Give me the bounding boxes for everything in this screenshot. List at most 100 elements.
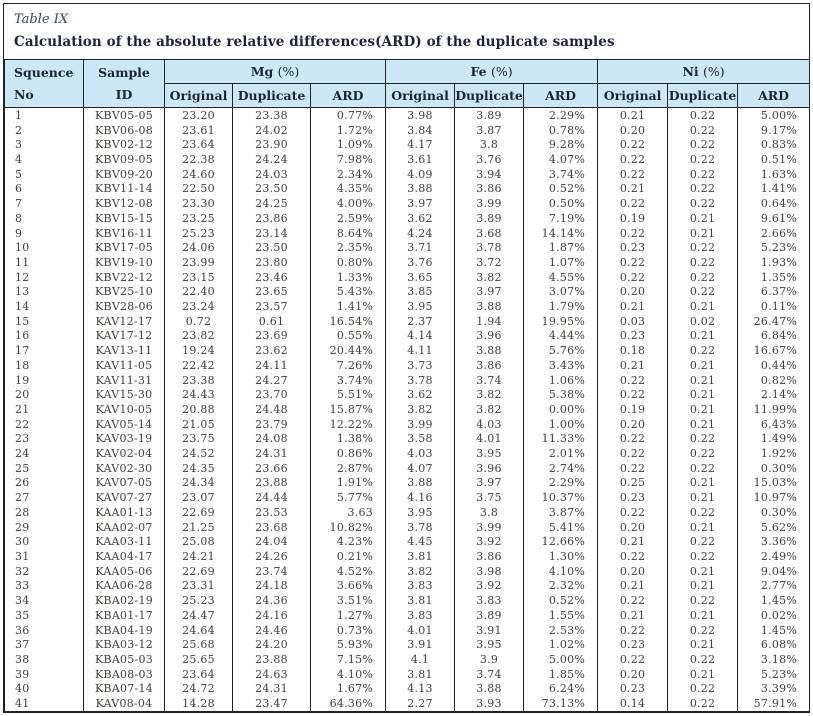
table-row: 11 KBV19-10 23.99 23.80 0.80% 3.76 3.72 1.07% 0.… — [4, 255, 811, 270]
cell-ni-original: 0.22 — [597, 152, 669, 167]
cell-sequence-no: 4 — [4, 152, 84, 167]
table-row: 23 KAV03-19 23.75 24.08 1.38% 3.58 4.01 11.33% 0… — [4, 431, 811, 447]
cell-fe-duplicate: 3.89 — [454, 107, 525, 123]
table-row: 38 KBA05-03 25.65 23.88 7.15% 4.1 3.9 5.00% 0.22… — [4, 652, 811, 667]
cell-fe-duplicate: 3.88 — [454, 343, 525, 359]
cell-sequence-no: 39 — [4, 666, 84, 682]
cell-mg-ard: 5.93% — [309, 637, 387, 653]
cell-sequence-no: 23 — [4, 431, 84, 447]
cell-sequence-no: 10 — [4, 240, 84, 256]
cell-ni-duplicate: 0.22 — [667, 534, 739, 550]
cell-fe-duplicate: 3.99 — [454, 519, 525, 535]
cell-ni-original: 0.21 — [597, 607, 669, 623]
cell-fe-original: 4.09 — [385, 166, 456, 182]
cell-fe-duplicate: 3.89 — [454, 210, 525, 226]
cell-sample-id: KBV15-15 — [83, 210, 165, 226]
cell-ni-duplicate: 0.21 — [667, 607, 739, 623]
cell-ni-original: 0.20 — [597, 122, 669, 138]
cell-ni-ard: 0.44% — [737, 358, 811, 373]
cell-fe-ard: 2.32% — [523, 578, 599, 594]
cell-mg-duplicate: 24.26 — [232, 549, 311, 564]
cell-ni-original: 0.22 — [597, 549, 669, 564]
cell-ni-original: 0.25 — [597, 475, 669, 491]
cell-mg-duplicate: 24.46 — [232, 622, 311, 638]
cell-fe-original: 3.83 — [385, 607, 456, 623]
cell-mg-original: 24.06 — [164, 240, 233, 256]
header-group-ni: Ni (%) — [597, 59, 811, 84]
cell-sample-id: KAV02-04 — [83, 446, 165, 461]
cell-mg-original: 23.75 — [164, 431, 233, 447]
cell-mg-ard: 0.77% — [309, 107, 387, 123]
cell-sample-id: KAA03-11 — [83, 534, 165, 550]
cell-ni-original: 0.20 — [597, 666, 669, 682]
cell-sample-id: KAV07-27 — [83, 490, 165, 506]
cell-sample-id: KBA01-17 — [83, 607, 165, 623]
cell-fe-original: 2.37 — [385, 313, 456, 329]
cell-ni-duplicate: 0.22 — [667, 255, 739, 270]
cell-mg-duplicate: 24.63 — [232, 666, 311, 682]
cell-ni-duplicate: 0.21 — [667, 328, 739, 344]
cell-ni-original: 0.21 — [597, 358, 669, 373]
cell-mg-duplicate: 23.38 — [232, 107, 311, 123]
cell-mg-original: 23.15 — [164, 269, 233, 285]
cell-mg-original: 25.68 — [164, 637, 233, 653]
cell-ni-duplicate: 0.22 — [667, 446, 739, 461]
cell-mg-duplicate: 23.80 — [232, 255, 311, 270]
cell-ni-original: 0.14 — [597, 696, 669, 713]
cell-fe-ard: 3.74% — [523, 166, 599, 182]
cell-fe-original: 4.1 — [385, 652, 456, 667]
cell-mg-duplicate: 23.14 — [232, 225, 311, 241]
cell-sample-id: KBV09-05 — [83, 152, 165, 167]
cell-ni-duplicate: 0.22 — [667, 681, 739, 697]
cell-fe-duplicate: 3.99 — [454, 196, 525, 211]
cell-fe-duplicate: 3.72 — [454, 255, 525, 270]
cell-mg-original: 22.50 — [164, 181, 233, 197]
cell-ni-original: 0.21 — [597, 299, 669, 314]
cell-ni-duplicate: 0.21 — [667, 299, 739, 314]
cell-fe-duplicate: 3.96 — [454, 328, 525, 344]
cell-ni-original: 0.22 — [597, 431, 669, 447]
table-row: 5 KBV09-20 24.60 24.03 2.34% 4.09 3.94 3.74% 0.2… — [4, 166, 811, 182]
cell-mg-original: 22.38 — [164, 152, 233, 167]
cell-fe-original: 3.61 — [385, 152, 456, 167]
cell-ni-ard: 16.67% — [737, 343, 811, 359]
cell-sequence-no: 13 — [4, 284, 84, 300]
cell-ni-duplicate: 0.21 — [667, 666, 739, 682]
cell-ni-original: 0.20 — [597, 519, 669, 535]
cell-ni-duplicate: 0.21 — [667, 578, 739, 594]
cell-fe-original: 3.78 — [385, 519, 456, 535]
cell-fe-original: 3.58 — [385, 431, 456, 447]
cell-mg-duplicate: 23.70 — [232, 387, 311, 403]
cell-fe-duplicate: 3.82 — [454, 269, 525, 285]
cell-fe-original: 3.95 — [385, 299, 456, 314]
cell-fe-original: 4.45 — [385, 534, 456, 550]
cell-mg-ard: 1.91% — [309, 475, 387, 491]
cell-sample-id: KBV05-05 — [83, 107, 165, 123]
cell-mg-ard: 0.73% — [309, 622, 387, 638]
cell-fe-ard: 1.30% — [523, 549, 599, 564]
cell-fe-ard: 7.19% — [523, 210, 599, 226]
cell-fe-original: 3.97 — [385, 196, 456, 211]
cell-sequence-no: 3 — [4, 137, 84, 153]
cell-mg-duplicate: 23.53 — [232, 505, 311, 520]
header-sub-fe-duplicate: Duplicate — [454, 83, 525, 108]
cell-mg-ard: 3.63 — [309, 505, 387, 520]
cell-fe-duplicate: 3.94 — [454, 166, 525, 182]
cell-sample-id: KBV19-10 — [83, 255, 165, 270]
cell-ni-ard: 5.23% — [737, 666, 811, 682]
cell-fe-ard: 6.24% — [523, 681, 599, 697]
cell-mg-original: 24.47 — [164, 607, 233, 623]
cell-fe-duplicate: 3.75 — [454, 490, 525, 506]
cell-sequence-no: 24 — [4, 446, 84, 461]
cell-mg-original: 21.05 — [164, 416, 233, 432]
cell-mg-ard: 20.44% — [309, 343, 387, 359]
cell-mg-ard: 1.72% — [309, 122, 387, 138]
cell-fe-ard: 4.07% — [523, 152, 599, 167]
cell-fe-original: 3.95 — [385, 505, 456, 520]
cell-ni-ard: 1.92% — [737, 446, 811, 461]
cell-fe-original: 3.62 — [385, 210, 456, 226]
cell-mg-ard: 1.41% — [309, 299, 387, 314]
cell-fe-duplicate: 3.86 — [454, 549, 525, 564]
cell-fe-duplicate: 3.93 — [454, 696, 525, 713]
cell-fe-duplicate: 3.88 — [454, 681, 525, 697]
